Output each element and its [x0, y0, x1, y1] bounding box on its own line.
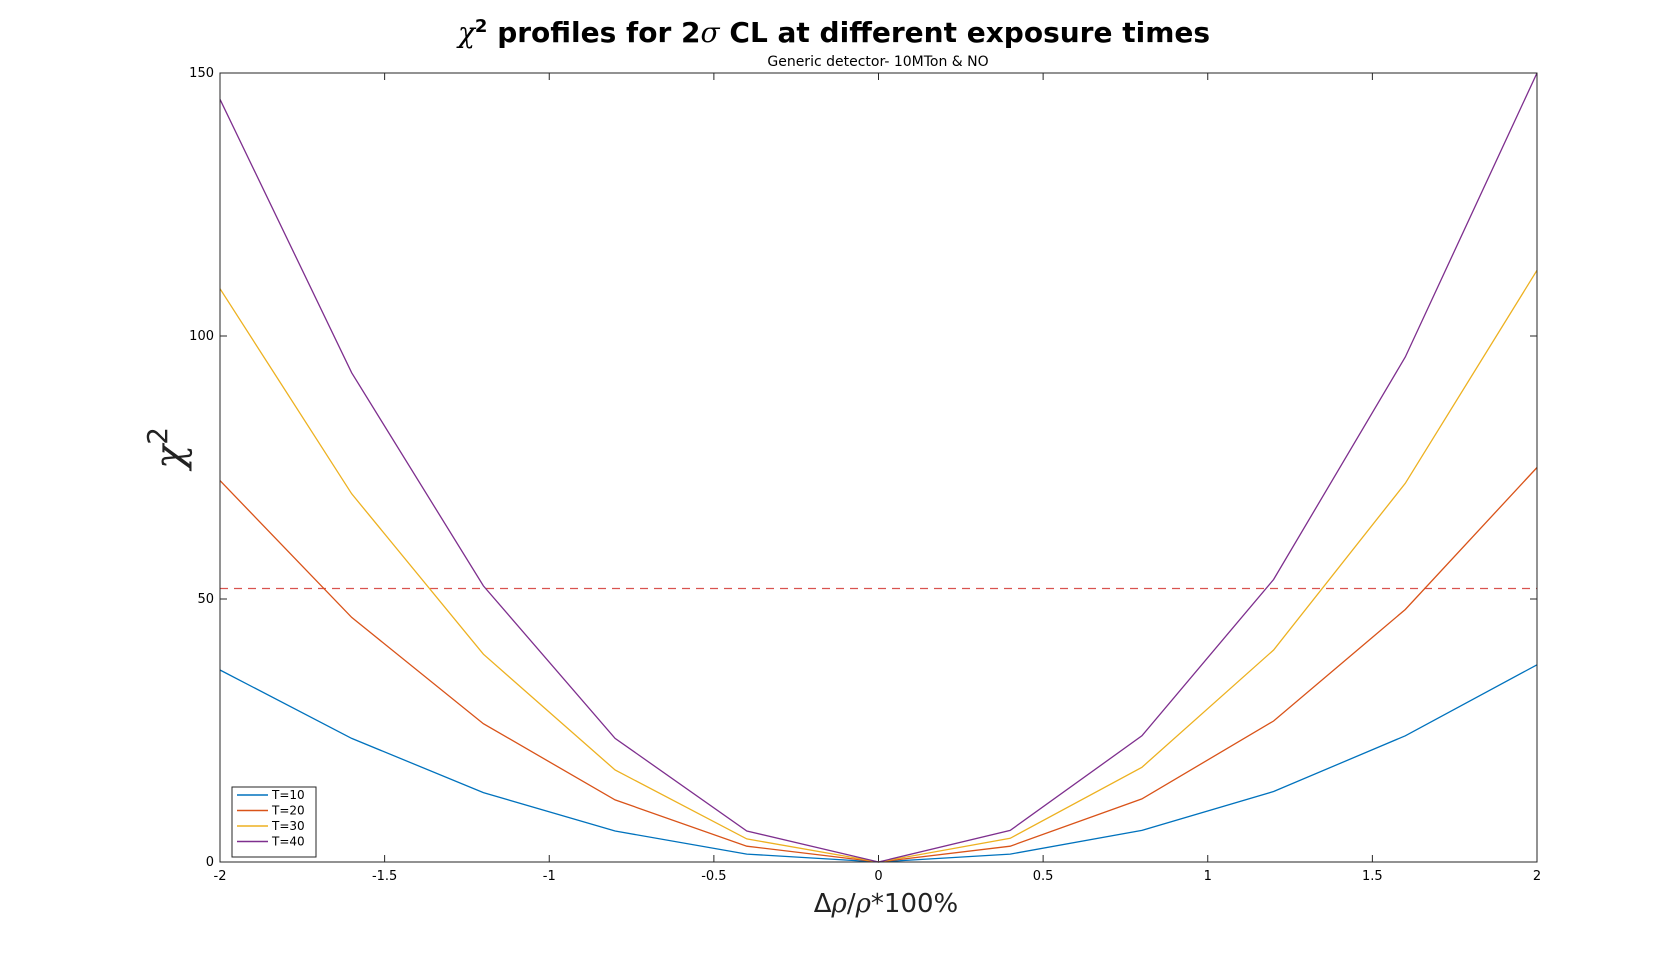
x-tick-label: 1.5	[1362, 869, 1383, 884]
legend-label: T=10	[271, 788, 305, 802]
title-chi: χ	[456, 16, 477, 49]
legend-label: T=20	[271, 804, 305, 818]
y-tick-label: 100	[189, 329, 214, 344]
ylabel-sup: 2	[141, 427, 174, 445]
title-mid: profiles for 2	[487, 16, 700, 49]
legend-label: T=30	[271, 819, 305, 833]
axes-box	[219, 72, 1538, 863]
xlabel-rest: *100%	[871, 889, 958, 919]
title-sigma: σ	[701, 16, 721, 49]
ylabel-chi: χ	[147, 442, 193, 472]
axes: -2 -1.5 -1 -0.5 0 0.5 1 1.5 2 0 50 100 150	[189, 66, 1541, 884]
series-line-t10	[219, 664, 1538, 863]
xlabel-delta: Δ	[814, 889, 832, 919]
xlabel-rho1: ρ	[831, 889, 848, 919]
legend-box	[231, 786, 317, 858]
title-sup: 2	[475, 16, 488, 37]
x-tick-label: 2	[1533, 869, 1541, 884]
x-tick-label: -2	[214, 869, 227, 884]
y-tick-label: 150	[189, 66, 214, 81]
series-line-t40	[219, 72, 1538, 863]
xlabel-rho2: ρ	[855, 889, 872, 919]
series-line-t30	[219, 269, 1538, 863]
y-tick-label: 50	[197, 592, 214, 607]
x-tick-label: 1	[1204, 869, 1212, 884]
series-group	[219, 72, 1538, 863]
xlabel-slash: /	[847, 889, 856, 919]
x-tick-label: -1	[543, 869, 556, 884]
x-tick-label: 0	[874, 869, 882, 884]
y-axis-label: χ2	[141, 427, 193, 472]
x-axis-label: Δρ/ρ*100%	[814, 889, 959, 919]
x-tick-label: 0.5	[1033, 869, 1054, 884]
series-line-t20	[219, 467, 1538, 863]
x-tick-label: -1.5	[372, 869, 397, 884]
title-rest: CL at different exposure times	[720, 16, 1210, 49]
chart-title: χ2 profiles for 2σ CL at different expos…	[456, 16, 1210, 49]
chart-subtitle: Generic detector- 10MTon & NO	[767, 54, 988, 70]
y-tick-label: 0	[206, 855, 214, 870]
legend-label: T=40	[271, 835, 305, 849]
legend: T=10 T=20T=30 T=40	[231, 786, 317, 858]
x-tick-label: -0.5	[701, 869, 726, 884]
